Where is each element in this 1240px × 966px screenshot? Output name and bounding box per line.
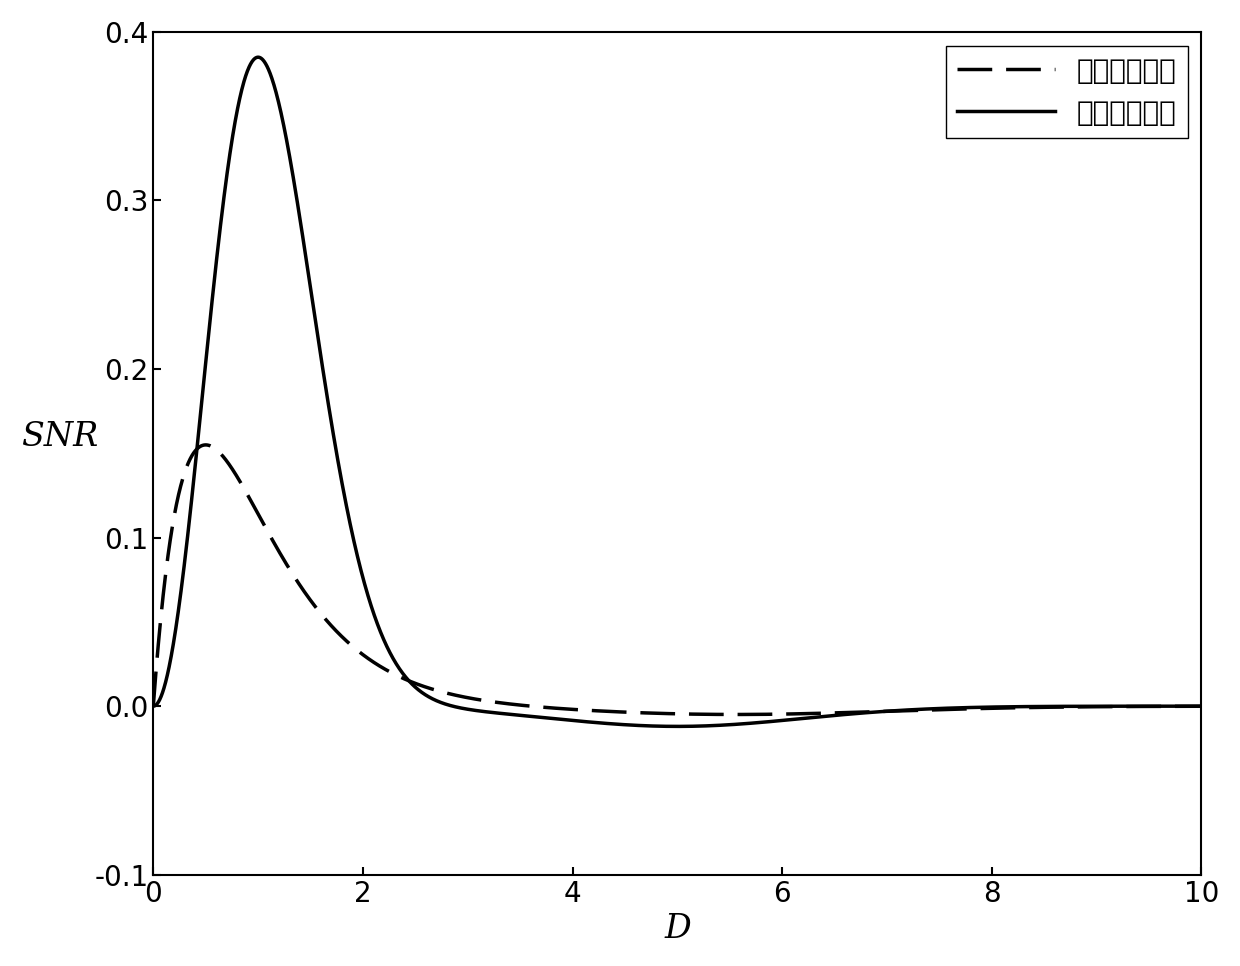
一阶随机共振: [494, 697, 508, 709]
一阶随机共振: [728, 709, 743, 721]
Y-axis label: SNR: SNR: [21, 421, 98, 453]
Line: 一阶随机共振: 一阶随机共振: [154, 445, 1202, 715]
二阶随机共振: [355, 570, 370, 582]
一阶随机共振: [563, 703, 578, 715]
一阶随机共振: [355, 648, 370, 660]
二阶随机共振: [563, 715, 578, 726]
一阶随机共振: [650, 707, 665, 719]
二阶随机共振: [670, 721, 684, 732]
二阶随机共振: [650, 721, 665, 732]
二阶随机共振: [1194, 700, 1209, 712]
一阶随机共振: [782, 708, 797, 720]
二阶随机共振: [494, 708, 508, 720]
Legend: 一阶随机共振, 二阶随机共振: 一阶随机共振, 二阶随机共振: [946, 45, 1188, 138]
一阶随机共振: [1194, 700, 1209, 712]
一阶随机共振: [198, 440, 213, 451]
X-axis label: D: D: [663, 913, 691, 945]
二阶随机共振: [250, 51, 265, 63]
二阶随机共振: [146, 700, 161, 712]
Line: 二阶随机共振: 二阶随机共振: [154, 57, 1202, 726]
一阶随机共振: [1147, 700, 1162, 712]
二阶随机共振: [782, 714, 797, 725]
一阶随机共振: [146, 700, 161, 712]
二阶随机共振: [1147, 700, 1162, 712]
